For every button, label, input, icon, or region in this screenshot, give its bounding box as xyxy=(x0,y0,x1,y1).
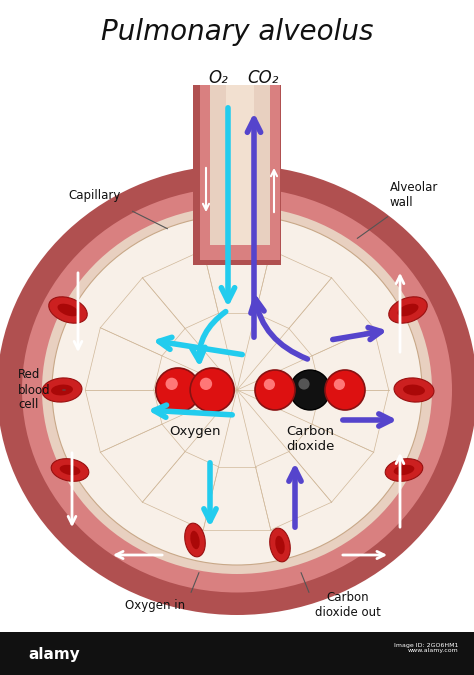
Circle shape xyxy=(255,370,295,410)
Ellipse shape xyxy=(270,528,290,562)
Ellipse shape xyxy=(22,188,452,593)
Text: Image ID: 2GO6HM1
www.alamy.com: Image ID: 2GO6HM1 www.alamy.com xyxy=(393,643,458,653)
Ellipse shape xyxy=(398,304,419,317)
Text: CO₂: CO₂ xyxy=(247,69,279,87)
Text: Pulmonary alveolus: Pulmonary alveolus xyxy=(101,18,373,46)
Bar xyxy=(254,85,270,245)
Bar xyxy=(200,85,235,245)
Text: Capillary: Capillary xyxy=(69,188,121,202)
Circle shape xyxy=(264,379,275,390)
Ellipse shape xyxy=(51,385,73,396)
Bar xyxy=(0,632,474,675)
Text: Oxygen: Oxygen xyxy=(169,425,221,438)
Text: Carbon
dioxide: Carbon dioxide xyxy=(286,425,334,453)
Circle shape xyxy=(334,379,345,390)
Ellipse shape xyxy=(60,465,80,475)
Ellipse shape xyxy=(0,165,474,615)
Text: Carbon
dioxide out: Carbon dioxide out xyxy=(315,591,381,619)
Text: Red
blood
cell: Red blood cell xyxy=(18,369,51,412)
Bar xyxy=(231,85,281,245)
Ellipse shape xyxy=(394,465,414,475)
Circle shape xyxy=(165,378,178,390)
Circle shape xyxy=(299,379,310,389)
Circle shape xyxy=(200,378,212,390)
Circle shape xyxy=(156,368,200,412)
Ellipse shape xyxy=(42,378,82,402)
Ellipse shape xyxy=(385,459,423,481)
Bar xyxy=(245,85,280,245)
Ellipse shape xyxy=(185,523,205,557)
Circle shape xyxy=(290,370,330,410)
Ellipse shape xyxy=(52,215,422,565)
Ellipse shape xyxy=(49,297,87,323)
Ellipse shape xyxy=(190,531,200,549)
Ellipse shape xyxy=(275,536,285,554)
Circle shape xyxy=(190,368,234,412)
Ellipse shape xyxy=(57,304,79,317)
Text: Alveolar
wall: Alveolar wall xyxy=(390,181,438,209)
Ellipse shape xyxy=(42,206,432,574)
Text: alamy: alamy xyxy=(28,647,80,662)
Ellipse shape xyxy=(389,297,427,323)
Ellipse shape xyxy=(403,385,425,396)
Bar xyxy=(200,235,280,260)
Bar xyxy=(226,85,254,245)
Bar xyxy=(193,85,243,245)
Bar xyxy=(210,85,226,245)
Text: Oxygen in: Oxygen in xyxy=(125,599,185,612)
Text: O₂: O₂ xyxy=(208,69,228,87)
Ellipse shape xyxy=(51,459,89,481)
Circle shape xyxy=(325,370,365,410)
Ellipse shape xyxy=(394,378,434,402)
Bar xyxy=(193,235,281,265)
